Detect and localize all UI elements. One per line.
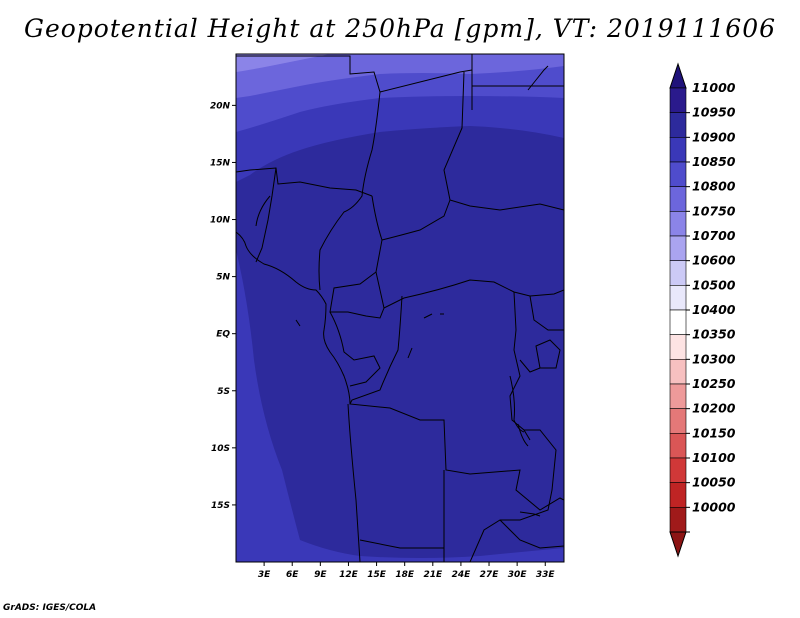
colorbar-swatch bbox=[669, 285, 687, 311]
colorbar-label: 10150 bbox=[692, 425, 736, 440]
grads-credit: GrADS: IGES/COLA bbox=[3, 603, 97, 613]
lon-tick-label: 27E bbox=[480, 570, 500, 580]
colorbar-label: 10400 bbox=[692, 302, 736, 317]
colorbar-swatch bbox=[669, 359, 687, 385]
colorbar-swatch bbox=[669, 260, 687, 286]
lat-tick-label: 15N bbox=[210, 158, 231, 168]
lon-tick-label: 30E bbox=[508, 570, 528, 580]
colorbar-label: 10500 bbox=[692, 277, 736, 292]
lat-tick-label: 5S bbox=[217, 387, 230, 397]
colorbar-swatch bbox=[669, 87, 687, 113]
colorbar-swatch bbox=[669, 161, 687, 187]
lat-tick-label: EQ bbox=[216, 330, 230, 340]
colorbar-label: 10600 bbox=[692, 253, 736, 268]
colorbar-label: 10050 bbox=[692, 475, 736, 490]
colorbar-swatch bbox=[669, 309, 687, 335]
lat-tick-label: 10S bbox=[211, 444, 230, 454]
colorbar-swatch bbox=[669, 137, 687, 163]
colorbar-label: 10350 bbox=[692, 327, 736, 342]
colorbar-label: 10700 bbox=[692, 228, 736, 243]
colorbar-label: 10900 bbox=[692, 129, 736, 144]
map-title: Geopotential Height at 250hPa [gpm], VT:… bbox=[23, 14, 777, 43]
colorbar-label: 10800 bbox=[692, 179, 736, 194]
colorbar-bottom-arrow bbox=[669, 531, 687, 558]
colorbar-label: 10850 bbox=[692, 154, 736, 169]
lat-tick-label: 20N bbox=[210, 101, 231, 111]
field-band-10750 bbox=[236, 54, 330, 72]
lon-tick-label: 21E bbox=[423, 570, 443, 580]
colorbar-label: 10250 bbox=[692, 376, 736, 391]
colorbar-swatch bbox=[669, 457, 687, 483]
lon-tick-label: 9E bbox=[314, 570, 327, 580]
lat-tick-label: 15S bbox=[211, 501, 230, 511]
lon-tick-label: 33E bbox=[536, 570, 556, 580]
colorbar-swatch bbox=[669, 211, 687, 237]
colorbar-swatch bbox=[669, 433, 687, 459]
lat-tick-label: 5N bbox=[216, 273, 230, 283]
colorbar-label: 11000 bbox=[692, 80, 736, 95]
lon-tick-label: 12E bbox=[339, 570, 359, 580]
lon-tick-label: 15E bbox=[367, 570, 387, 580]
colorbar-top-arrow bbox=[669, 62, 687, 89]
colorbar-swatch bbox=[669, 186, 687, 212]
colorbar-label: 10950 bbox=[692, 105, 736, 120]
colorbar-label: 10100 bbox=[692, 450, 736, 465]
lon-tick-label: 3E bbox=[258, 570, 271, 580]
field-band-10900-west bbox=[236, 250, 564, 562]
map-frame bbox=[235, 53, 565, 563]
lon-tick-label: 6E bbox=[286, 570, 299, 580]
colorbar-label: 10000 bbox=[692, 499, 736, 514]
colorbar-swatch bbox=[669, 482, 687, 508]
country-borders bbox=[236, 54, 564, 562]
lakes bbox=[295, 313, 541, 517]
colorbar-swatch bbox=[669, 383, 687, 409]
colorbar-swatch bbox=[669, 334, 687, 360]
colorbar-label: 10300 bbox=[692, 351, 736, 366]
latitude-axis: 20N 15N 10N 5N EQ 5S 10S 15S bbox=[210, 101, 236, 511]
lon-tick-label: 18E bbox=[395, 570, 415, 580]
field-band-10800 bbox=[236, 54, 564, 98]
colorbar-swatch bbox=[669, 235, 687, 261]
lon-tick-label: 24E bbox=[452, 570, 472, 580]
colorbar-label: 10750 bbox=[692, 203, 736, 218]
longitude-axis: 3E 6E 9E 12E 15E 18E 21E 24E 27E 30E 33E bbox=[258, 562, 556, 580]
lat-tick-label: 10N bbox=[210, 216, 231, 226]
colorbar-legend: 11000 10950 10900 10850 10800 10750 10700 10600… bbox=[669, 62, 736, 558]
colorbar-swatch bbox=[669, 507, 687, 533]
colorbar-swatch bbox=[669, 112, 687, 138]
colorbar-swatch bbox=[669, 408, 687, 434]
colorbar-label: 10200 bbox=[692, 401, 736, 416]
